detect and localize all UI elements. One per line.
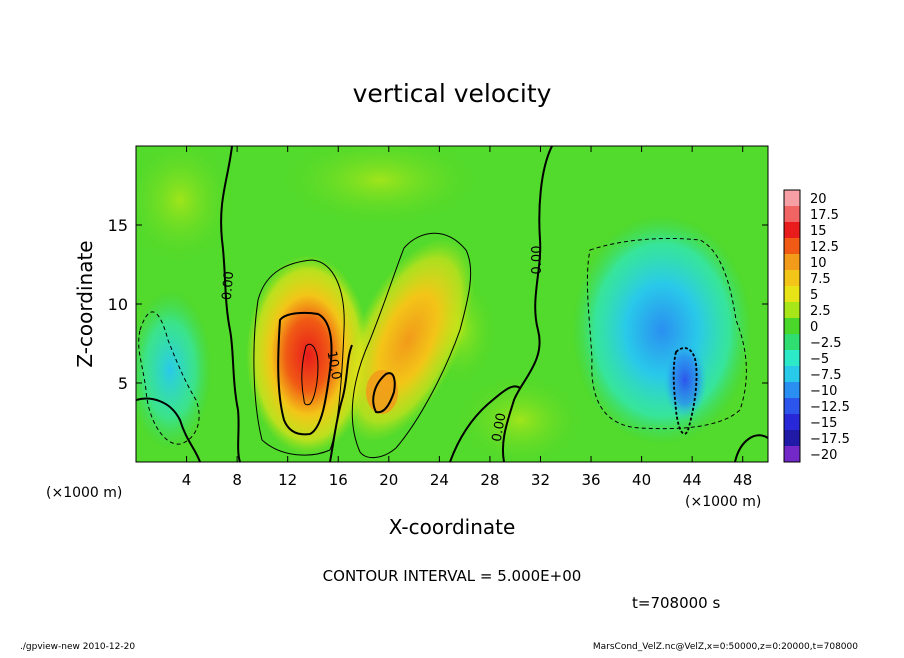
contour-5 xyxy=(253,259,345,456)
colorbar-swatch xyxy=(784,398,800,415)
x-tick-label: 4 xyxy=(182,471,192,489)
x-axis: 4 8 12 16 20 24 28 32 36 40 44 48 xyxy=(182,146,752,489)
colorbar-swatch xyxy=(784,222,800,239)
contour-label: 0.00 xyxy=(530,246,545,275)
colorbar-swatch xyxy=(784,382,800,399)
heatmap-downdraft-left xyxy=(136,290,212,450)
colorbar-label: 15 xyxy=(810,224,827,239)
colorbar-swatch xyxy=(784,302,800,319)
colorbar-swatch xyxy=(784,446,800,463)
x-tick-label: 44 xyxy=(683,471,702,489)
colorbar-label: 0 xyxy=(810,320,818,335)
contour-label: 0.00 xyxy=(220,271,237,301)
y-tick-label: 5 xyxy=(118,374,128,393)
contour-15 xyxy=(301,343,319,406)
contour-5 xyxy=(351,232,472,458)
colorbar: 2017.51512.5107.552.50−2.5−5−7.5−10−12.5… xyxy=(783,189,850,463)
footer-left: ./gpview-new 2010-12-20 xyxy=(20,642,136,652)
contour-zero xyxy=(734,434,768,462)
contour-10 xyxy=(372,372,396,414)
colorbar-label: −5 xyxy=(810,352,829,367)
colorbar-swatch xyxy=(784,254,800,271)
x-tick-label: 16 xyxy=(329,471,348,489)
y-axis-unit: (×1000 m) xyxy=(46,485,122,501)
colorbar-label: 12.5 xyxy=(810,240,839,255)
colorbar-swatch xyxy=(784,270,800,287)
colorbar-label: 17.5 xyxy=(810,208,839,223)
colorbar-swatch xyxy=(784,334,800,351)
heatmap-downdraft-right xyxy=(572,215,752,445)
x-axis-title: X-coordinate xyxy=(389,515,516,539)
heatmap-downdraft-core xyxy=(663,340,707,420)
contour-zero xyxy=(136,397,201,462)
colorbar-label: −15 xyxy=(810,416,837,431)
contour-zero xyxy=(329,344,353,462)
colorbar-label: −17.5 xyxy=(810,432,850,447)
x-tick-label: 20 xyxy=(379,471,398,489)
plot-area xyxy=(136,146,768,462)
colorbar-label: 2.5 xyxy=(810,304,831,319)
y-axis-title: Z-coordinate xyxy=(73,240,97,367)
x-tick-label: 36 xyxy=(581,471,600,489)
x-axis-unit: (×1000 m) xyxy=(685,494,761,510)
contour-neg10 xyxy=(672,347,698,435)
y-tick-label: 10 xyxy=(108,295,128,314)
colorbar-frame xyxy=(783,189,801,463)
x-tick-label: 48 xyxy=(733,471,752,489)
heatmap-region xyxy=(450,370,590,462)
contour-label: 10.0 xyxy=(324,350,344,381)
x-tick-label: 40 xyxy=(632,471,651,489)
contour-interval-text: CONTOUR INTERVAL = 5.000E+00 xyxy=(322,567,582,585)
colorbar-swatch xyxy=(784,206,800,223)
x-tick-label: 8 xyxy=(232,471,242,489)
colorbar-swatch xyxy=(784,318,800,335)
colorbar-swatch xyxy=(784,286,800,303)
heatmap-region xyxy=(136,146,240,270)
x-tick-label: 12 xyxy=(278,471,297,489)
contour-labels: 0.00 10.0 0.00 0.00 xyxy=(220,246,545,443)
contour-zero xyxy=(449,385,521,462)
colorbar-label: −20 xyxy=(810,448,837,463)
x-tick-label: 28 xyxy=(480,471,499,489)
contour-10 xyxy=(277,311,333,436)
contour-label: 0.00 xyxy=(490,412,510,443)
y-axis: 5 10 15 xyxy=(108,216,768,393)
colorbar-swatch xyxy=(784,430,800,447)
colorbar-swatch xyxy=(784,190,800,207)
contour-neg5 xyxy=(138,311,200,445)
contour-zero xyxy=(220,146,241,462)
footer-right: MarsCond_VelZ.nc@VelZ,x=0:50000,z=0:2000… xyxy=(592,642,858,652)
time-label: t=708000 s xyxy=(632,594,721,612)
x-tick-label: 32 xyxy=(531,471,550,489)
colorbar-label: −2.5 xyxy=(810,336,842,351)
colorbar-label: −12.5 xyxy=(810,400,850,415)
x-tick-label: 24 xyxy=(430,471,449,489)
colorbar-label: 10 xyxy=(810,256,827,271)
colorbar-label: 7.5 xyxy=(810,272,831,287)
colorbar-swatch xyxy=(784,414,800,431)
heatmap-region xyxy=(270,146,490,230)
colorbar-label: 20 xyxy=(810,192,827,207)
colorbar-swatch xyxy=(784,350,800,367)
colorbar-label: −10 xyxy=(810,384,837,399)
contour-neg5 xyxy=(586,237,747,430)
colorbar-label: −7.5 xyxy=(810,368,842,383)
colorbar-label: 5 xyxy=(810,288,818,303)
colorbar-swatch xyxy=(784,366,800,383)
colorbar-swatch xyxy=(784,238,800,255)
chart-title: vertical velocity xyxy=(353,79,552,108)
contour-zero xyxy=(501,146,553,462)
y-tick-label: 15 xyxy=(108,216,128,235)
